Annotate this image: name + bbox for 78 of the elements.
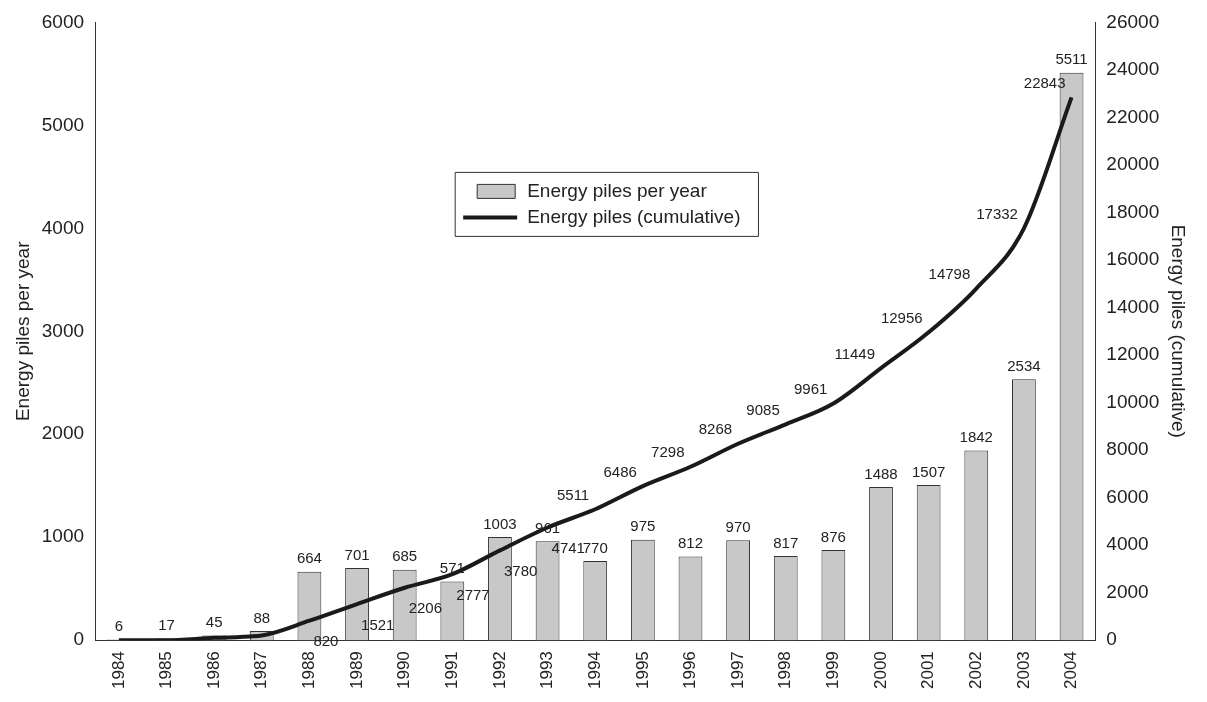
data-label: 9961 (794, 380, 828, 398)
x-tick-label: 2001 (918, 651, 938, 690)
data-label: 701 (344, 545, 370, 563)
y2-axis-title: Energy piles (cumulative) (1168, 224, 1190, 438)
data-label: 5511 (556, 485, 590, 503)
y-tick-label: 5000 (41, 113, 85, 135)
y2-tick-label: 26000 (1106, 10, 1160, 32)
y2-tick-label: 16000 (1106, 248, 1160, 270)
data-label: 2534 (1007, 356, 1041, 374)
data-label: 1003 (483, 514, 517, 532)
x-tick-label: 1986 (203, 651, 223, 690)
y2-tick-label: 2000 (1106, 580, 1149, 602)
x-tick-label: 1985 (156, 651, 176, 690)
y2-tick-label: 22000 (1106, 105, 1160, 127)
x-tick-label: 1996 (680, 651, 700, 690)
x-tick-label: 1990 (394, 651, 414, 690)
y2-tick-label: 6000 (1106, 485, 1149, 507)
x-tick-label: 1984 (108, 651, 128, 690)
y-axis-title: Energy piles per year (11, 240, 33, 422)
data-label: 22843 (1023, 74, 1066, 92)
x-tick-label: 1991 (442, 651, 461, 690)
legend-label: Energy piles (cumulative) (527, 205, 741, 227)
data-label: 975 (630, 517, 656, 535)
x-tick-label: 2000 (870, 651, 890, 690)
data-label: 4741 (551, 539, 585, 557)
x-tick-label: 1999 (823, 651, 843, 690)
data-label: 6486 (603, 462, 637, 480)
y2-tick-label: 12000 (1106, 343, 1160, 365)
data-label: 6 (114, 617, 124, 635)
x-tick-label: 1987 (251, 651, 271, 690)
y2-tick-label: 8000 (1106, 438, 1149, 460)
data-label: 9085 (746, 400, 780, 418)
data-label: 45 (205, 613, 223, 631)
data-label: 11449 (834, 344, 876, 362)
y2-tick-label: 18000 (1106, 200, 1160, 222)
y-tick-label: 4000 (41, 216, 85, 238)
y2-tick-label: 10000 (1106, 390, 1160, 412)
x-tick-label: 1992 (489, 651, 509, 690)
data-label: 8268 (698, 420, 733, 438)
x-tick-label: 1988 (299, 651, 319, 690)
data-label: 1842 (959, 428, 993, 446)
data-label: 970 (725, 517, 751, 535)
data-label: 685 (392, 547, 418, 565)
x-tick-label: 1989 (346, 651, 366, 690)
x-tick-label: 2004 (1061, 651, 1081, 690)
data-label: 1507 (911, 462, 946, 480)
x-tick-label: 1995 (632, 651, 652, 690)
y-tick-label: 1000 (41, 525, 85, 547)
x-tick-label: 2002 (965, 651, 985, 690)
data-label: 5511 (1055, 50, 1088, 68)
x-tick-label: 2003 (1013, 651, 1033, 690)
data-label: 7298 (651, 443, 685, 461)
data-label: 812 (677, 534, 703, 552)
x-tick-label: 1997 (727, 651, 747, 690)
y2-tick-label: 14000 (1106, 295, 1160, 317)
data-label: 17 (158, 616, 175, 634)
y-tick-label: 2000 (41, 422, 85, 444)
x-tick-label: 1998 (775, 651, 795, 690)
data-label: 14798 (928, 265, 971, 283)
data-label: 876 (820, 527, 846, 545)
y2-tick-label: 0 (1106, 628, 1117, 650)
data-label: 17332 (976, 205, 1018, 222)
y-tick-label: 3000 (41, 319, 85, 341)
x-tick-label: 1994 (584, 651, 604, 690)
x-tick-label: 1993 (537, 651, 557, 690)
data-label: 1488 (864, 464, 898, 482)
y2-tick-label: 20000 (1106, 153, 1160, 175)
y-tick-label: 0 (73, 628, 85, 650)
data-label: 664 (296, 549, 322, 567)
data-label: 770 (582, 538, 608, 556)
data-label: 88 (253, 608, 271, 626)
data-label: 12956 (880, 308, 923, 326)
y2-tick-label: 4000 (1106, 533, 1149, 555)
legend-label: Energy piles per year (527, 179, 708, 201)
data-label: 2206 (408, 599, 443, 617)
y-tick-label: 6000 (41, 10, 85, 32)
y2-tick-label: 24000 (1106, 58, 1160, 80)
data-label: 817 (773, 533, 799, 551)
